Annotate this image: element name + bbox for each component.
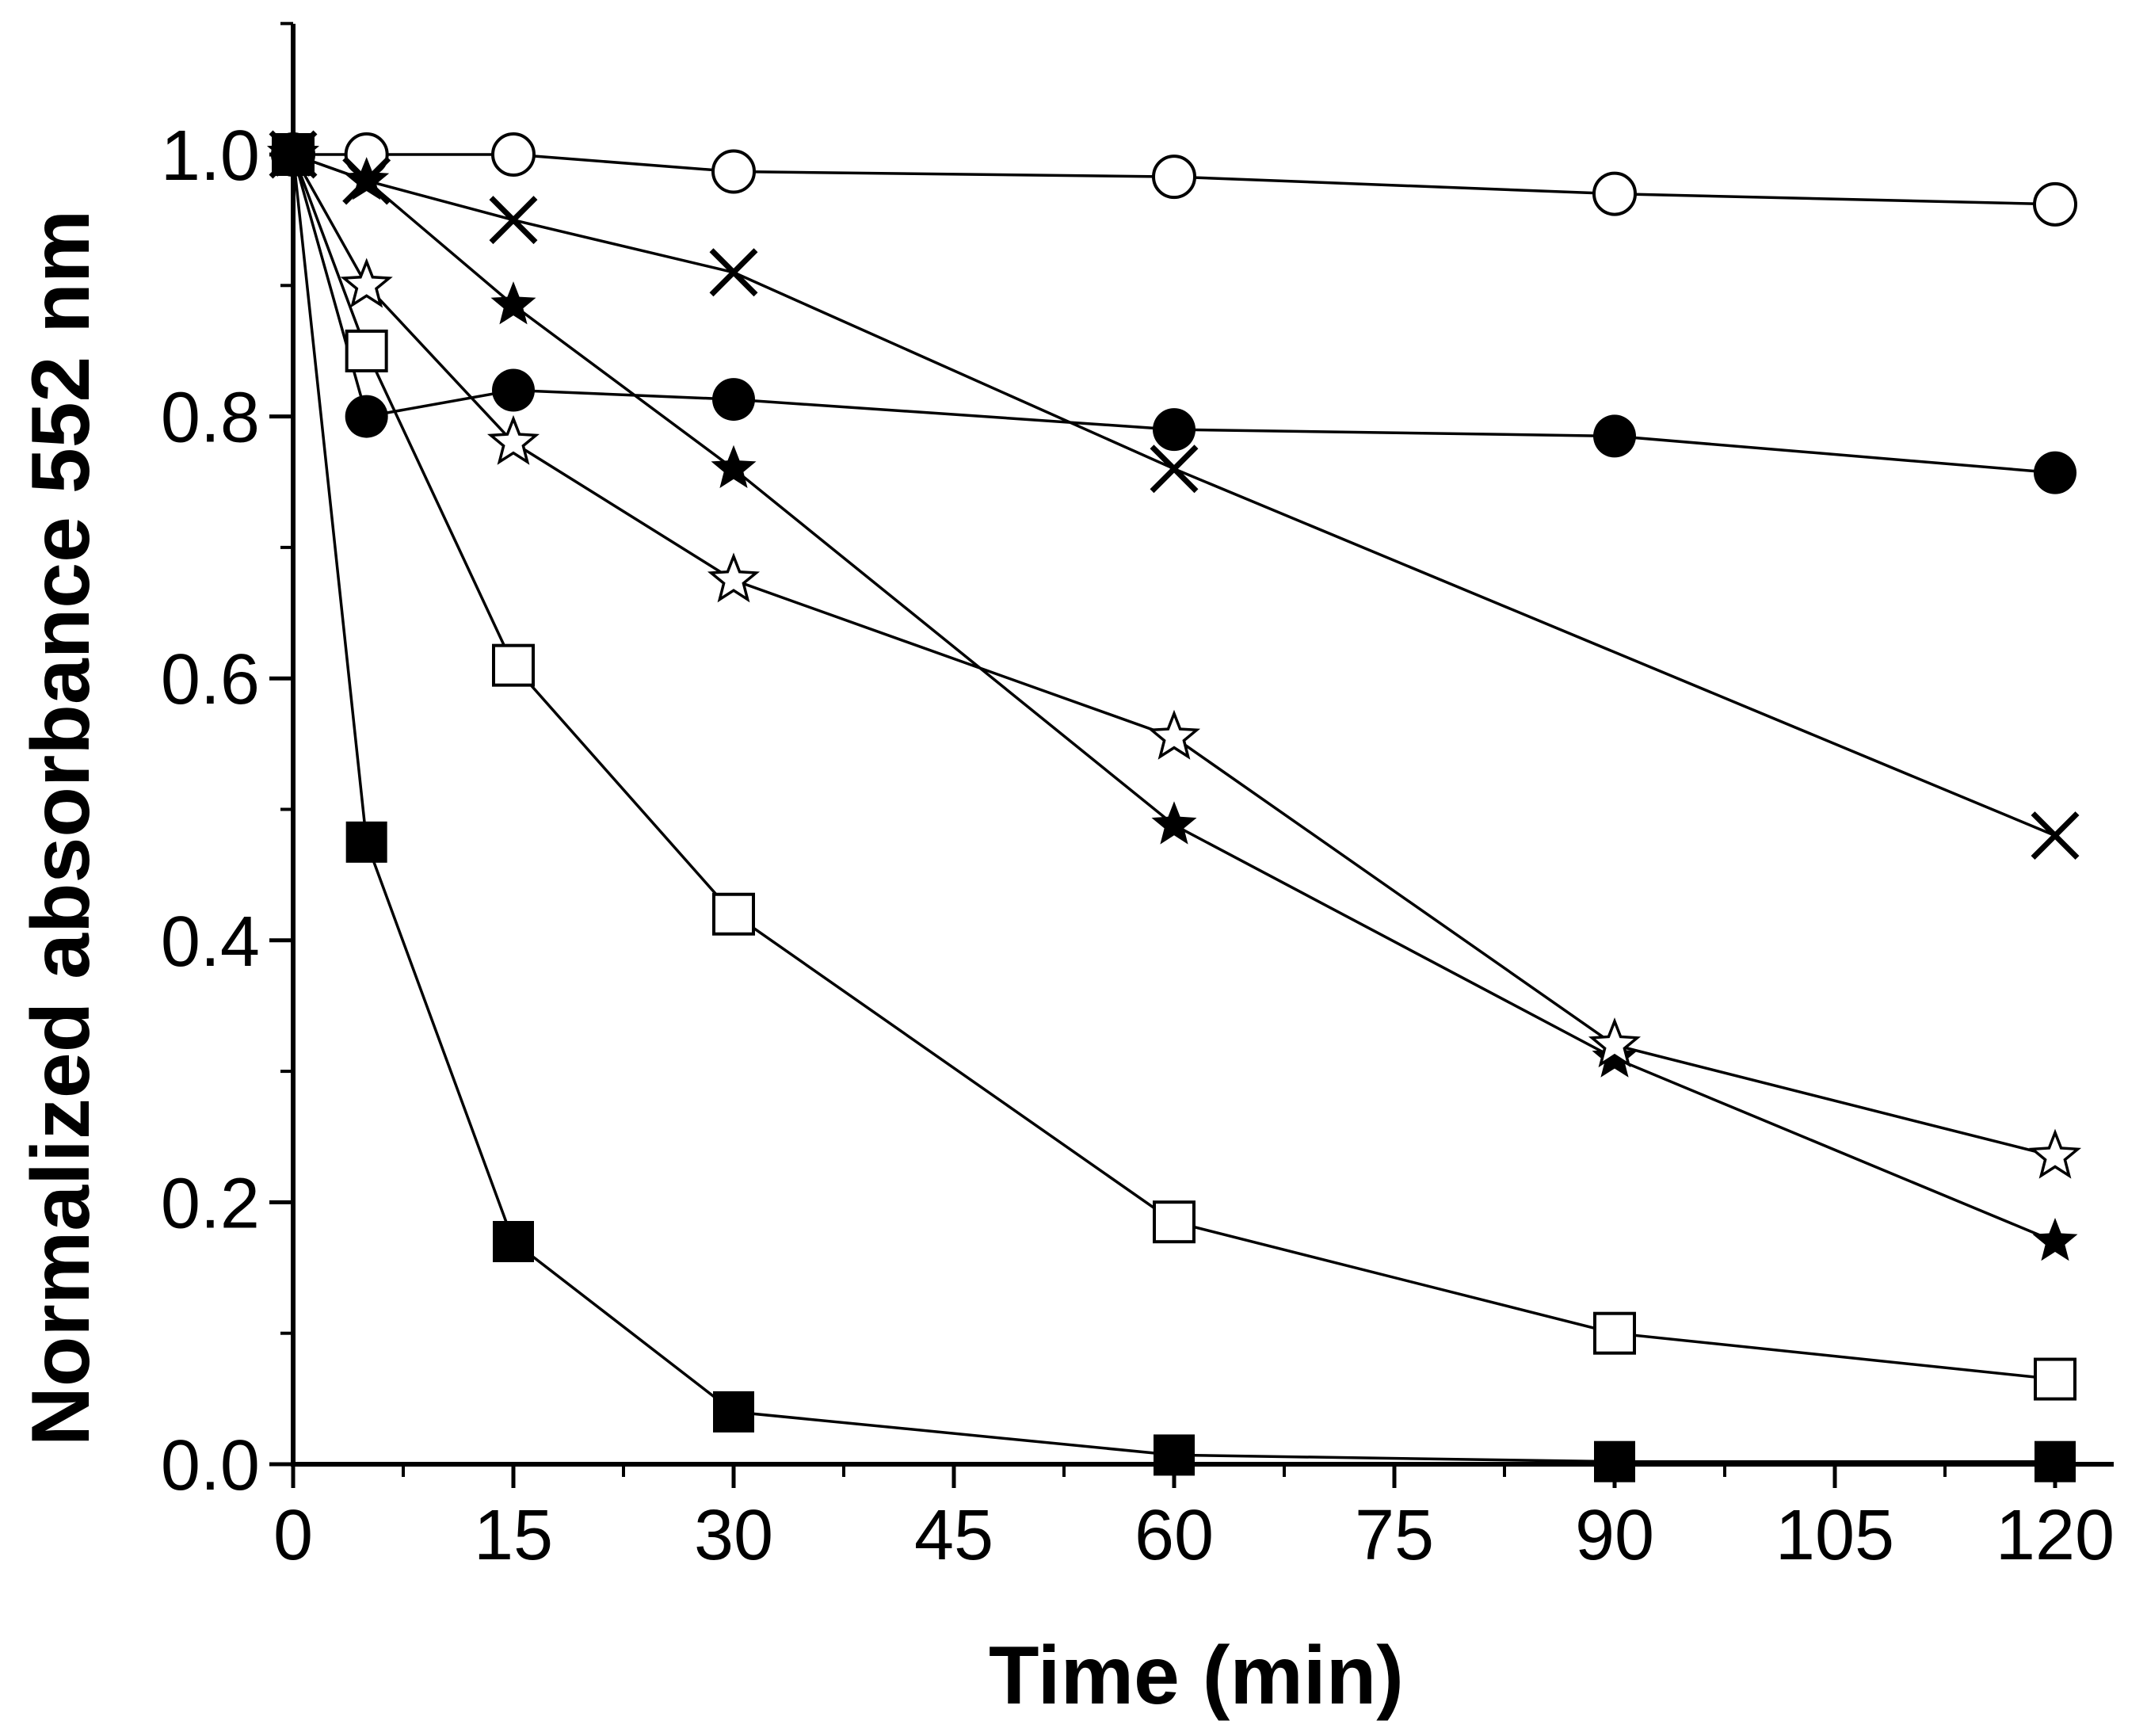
- series-markers-cross: [269, 130, 2080, 860]
- x-tick-label: 60: [1135, 1496, 1214, 1575]
- x-tick-label: 0: [273, 1496, 313, 1575]
- data-point: [2031, 811, 2080, 860]
- x-tick-label: 45: [914, 1496, 993, 1575]
- series-line-open-star: [292, 154, 2056, 1158]
- x-tick-label: 30: [694, 1496, 773, 1575]
- data-point: [1593, 414, 1636, 458]
- data-point: [711, 444, 757, 488]
- axes: 0 15 30 45 60 75 90 105 120 0.0 0.2 0.4 0.6 0.8 1.0: [161, 21, 2115, 1575]
- x-tick-label: 15: [474, 1496, 553, 1575]
- data-point: [489, 196, 538, 245]
- data-point: [490, 281, 536, 325]
- series-markers-open-star: [266, 127, 2082, 1179]
- data-point: [273, 134, 314, 175]
- series-layer: [266, 127, 2082, 1482]
- y-tick-label: 1.0: [161, 116, 260, 196]
- x-tick-label: 105: [1775, 1496, 1894, 1575]
- data-point: [1153, 1200, 1196, 1244]
- cross-stroke: [489, 196, 538, 245]
- data-point: [340, 258, 393, 308]
- data-point: [712, 378, 755, 422]
- data-point: [2034, 1357, 2076, 1401]
- x-tick-label: 75: [1355, 1496, 1434, 1575]
- cross-stroke: [1150, 444, 1199, 494]
- data-point: [1592, 171, 1637, 216]
- x-tick-label: 90: [1575, 1496, 1654, 1575]
- data-point: [1152, 155, 1196, 200]
- data-point: [712, 892, 755, 936]
- data-point: [709, 248, 758, 297]
- data-point: [1153, 408, 1196, 452]
- y-tick-label: 0.6: [161, 640, 260, 719]
- data-point: [2028, 1128, 2082, 1179]
- data-point: [707, 552, 761, 603]
- data-point: [345, 821, 387, 863]
- data-point: [1593, 1311, 1636, 1355]
- y-tick-label: 0.0: [161, 1426, 260, 1505]
- y-axis-title: Normalized absorbance 552 nm: [15, 210, 107, 1447]
- data-point: [345, 329, 388, 372]
- data-point: [713, 1391, 754, 1433]
- y-tick-label: 0.2: [161, 1164, 260, 1243]
- data-point: [493, 1220, 534, 1262]
- series-markers-open-circle: [271, 132, 2077, 227]
- y-tick-label: 0.4: [161, 902, 260, 982]
- series-markers-open-square: [272, 133, 2076, 1401]
- data-point: [1150, 444, 1199, 494]
- data-point: [486, 414, 540, 465]
- y-tick-label: 0.8: [161, 379, 260, 458]
- cross-stroke: [2031, 811, 2080, 860]
- data-point: [492, 368, 535, 412]
- x-tick-label: 120: [1996, 1496, 2115, 1575]
- data-point: [2034, 451, 2076, 494]
- data-point: [1588, 1017, 1642, 1068]
- data-point: [491, 132, 536, 177]
- data-point: [492, 643, 535, 687]
- data-point: [2035, 1440, 2076, 1482]
- cross-stroke: [709, 248, 758, 297]
- data-point: [1147, 709, 1201, 760]
- data-point: [2032, 1218, 2078, 1261]
- series-line-filled-star: [292, 153, 2056, 1243]
- data-point: [2033, 181, 2077, 227]
- data-point: [1594, 1440, 1635, 1482]
- data-point: [711, 149, 756, 194]
- series-markers-filled-square: [273, 134, 2076, 1482]
- series-markers: [266, 127, 2082, 1482]
- data-point: [344, 157, 390, 200]
- x-axis-title: Time (min): [989, 1630, 1404, 1722]
- data-point: [1154, 1434, 1195, 1476]
- series-markers-filled-circle: [272, 133, 2076, 494]
- data-point: [1151, 801, 1197, 845]
- data-point: [345, 395, 388, 438]
